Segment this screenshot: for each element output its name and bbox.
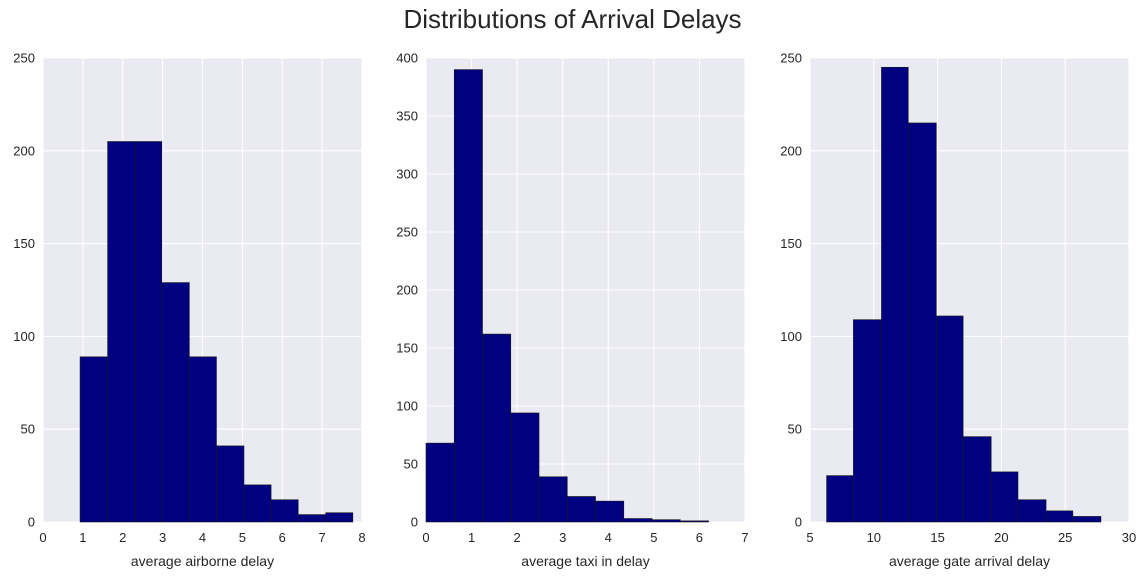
x-tick-label: 10 <box>867 530 881 545</box>
x-tick-label: 4 <box>199 530 206 545</box>
y-tick-label: 250 <box>13 51 35 66</box>
x-tick-label: 15 <box>930 530 944 545</box>
x-tick-label: 6 <box>279 530 286 545</box>
y-tick-label: 100 <box>780 329 802 344</box>
histogram-bar <box>510 412 540 523</box>
x-tick-label: 5 <box>806 530 813 545</box>
taxi-in-delay-histogram: 0 1 2 3 4 5 6 7 0 50 100 150 200 250 300 350 400 average … <box>396 51 748 570</box>
x-axis-label: average taxi in delay <box>521 553 649 569</box>
x-tick-label: 5 <box>650 530 657 545</box>
x-tick-label: 1 <box>468 530 475 545</box>
histogram-bar <box>826 475 854 523</box>
histogram-bar <box>538 476 568 523</box>
y-tick-label: 200 <box>13 143 35 158</box>
x-tick-label: 4 <box>605 530 612 545</box>
x-tick-label: 7 <box>741 530 748 545</box>
histogram-bar <box>962 436 992 523</box>
histogram-bar <box>216 445 245 523</box>
x-tick-label: 20 <box>994 530 1008 545</box>
y-tick-label: 0 <box>28 515 35 530</box>
y-tick-label: 50 <box>21 422 35 437</box>
y-tick-label: 150 <box>780 236 802 251</box>
y-tick-label: 400 <box>396 51 418 66</box>
histogram-bar <box>990 471 1019 523</box>
y-tick-label: 200 <box>396 283 418 298</box>
histogram-bar <box>907 122 937 523</box>
histogram-bar <box>651 519 681 523</box>
x-tick-label: 3 <box>559 530 566 545</box>
histogram-bar <box>1072 516 1102 523</box>
histogram-bar <box>325 512 354 523</box>
y-tick-label: 0 <box>411 515 418 530</box>
x-axis-label: average gate arrival delay <box>889 553 1050 569</box>
x-tick-label: 1 <box>79 530 86 545</box>
histogram-bar <box>107 141 136 523</box>
x-axis-label: average airborne delay <box>131 553 274 569</box>
y-tick-label: 200 <box>780 143 802 158</box>
x-tick-label: 2 <box>514 530 521 545</box>
histogram-bar <box>189 356 217 523</box>
x-tick-label: 0 <box>422 530 429 545</box>
histogram-bar <box>623 518 653 523</box>
y-tick-label: 250 <box>396 225 418 240</box>
airborne-delay-histogram: 0 1 2 3 4 5 6 7 8 0 50 100 150 200 250 average airborne… <box>13 51 365 570</box>
histogram-bar <box>936 315 964 523</box>
histogram-bar <box>161 282 190 523</box>
histogram-bar <box>881 66 909 523</box>
y-tick-label: 50 <box>788 422 802 437</box>
histogram-bar <box>453 69 483 523</box>
histogram-bar <box>297 514 327 523</box>
x-tick-label: 8 <box>358 530 365 545</box>
y-tick-label: 300 <box>396 167 418 182</box>
y-tick-label: 100 <box>396 399 418 414</box>
x-tick-label: 30 <box>1122 530 1136 545</box>
y-tick-label: 250 <box>780 51 802 66</box>
x-tick-label: 2 <box>119 530 126 545</box>
histogram-bar <box>679 520 709 523</box>
histogram-bar <box>1017 499 1047 523</box>
histogram-bar <box>425 442 455 523</box>
y-tick-label: 350 <box>396 109 418 124</box>
histogram-bar <box>482 333 512 523</box>
y-tick-label: 150 <box>396 341 418 356</box>
histogram-bar <box>595 500 625 523</box>
x-tick-label: 6 <box>696 530 703 545</box>
x-tick-label: 0 <box>39 530 46 545</box>
y-tick-label: 100 <box>13 329 35 344</box>
x-tick-label: 25 <box>1058 530 1072 545</box>
histogram-bar <box>79 356 108 523</box>
histogram-bar <box>853 319 882 523</box>
gate-arrival-delay-histogram: 5 10 15 20 25 30 0 50 100 150 200 250 average gate a… <box>780 51 1136 570</box>
histogram-bar <box>134 141 163 523</box>
x-tick-label: 7 <box>319 530 326 545</box>
y-tick-label: 150 <box>13 236 35 251</box>
y-tick-label: 50 <box>404 457 418 472</box>
histogram-bar <box>1045 510 1074 523</box>
histogram-bar <box>566 496 596 523</box>
y-tick-label: 0 <box>795 515 802 530</box>
histogram-bar <box>270 499 299 523</box>
histogram-bar <box>243 484 272 523</box>
x-tick-label: 5 <box>239 530 246 545</box>
x-tick-label: 3 <box>159 530 166 545</box>
figure-title: Distributions of Arrival Delays <box>403 4 742 34</box>
